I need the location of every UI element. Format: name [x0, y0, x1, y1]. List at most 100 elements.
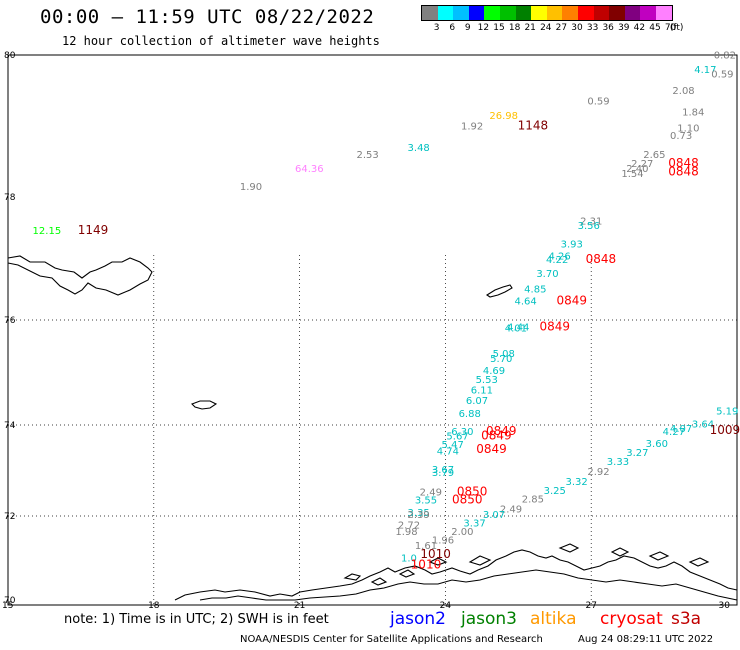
color-scale-swatch — [655, 6, 672, 20]
color-scale-label: 21 — [524, 23, 536, 33]
wave-height-label: 3.70 — [536, 269, 558, 280]
color-scale-swatch — [437, 6, 454, 20]
wave-height-label: 3.33 — [607, 457, 629, 468]
coastlines — [7, 255, 738, 601]
bjornoya-island — [191, 400, 218, 410]
color-scale-swatch — [640, 6, 656, 20]
color-scale-swatch — [422, 6, 438, 20]
color-scale-label: 3 — [433, 23, 440, 33]
longitude-label: 18 — [148, 601, 160, 611]
color-scale-label: 42 — [633, 23, 646, 33]
wave-height-label: 4.17 — [694, 65, 716, 76]
wave-height-label: 1.10 — [677, 124, 699, 135]
wave-height-label: 3.37 — [463, 519, 485, 530]
map-grid — [8, 255, 737, 605]
longitude-label: 24 — [440, 601, 452, 611]
wave-height-label: 1.54 — [621, 169, 643, 180]
map-frame — [7, 54, 738, 606]
color-scale-swatch — [562, 6, 578, 20]
longitude-label: 30 — [719, 601, 731, 611]
satellite-legend-item: jason2 — [390, 609, 446, 629]
wave-height-label: 0.82 — [714, 51, 736, 62]
color-scale-legend: 3 6 9 12 15 18 21 24 27 30 33 36 39 42 45 70 (ft) — [421, 5, 683, 33]
wave-height-label: 2.65 — [643, 150, 665, 161]
wave-height-label: 3.27 — [626, 448, 648, 459]
latitude-label: 78 — [4, 193, 16, 203]
color-scale-label: 6 — [449, 23, 456, 33]
wave-height-label: 0.59 — [711, 70, 733, 81]
wave-height-label: 3.56 — [578, 221, 600, 232]
wave-height-label: 1.61 — [415, 541, 437, 552]
wave-height-label: 2.72 — [398, 521, 420, 532]
wave-height-label: 3.55 — [415, 496, 437, 507]
color-scale-label: 12 — [477, 23, 490, 33]
wave-height-label: 5.19 — [716, 407, 738, 418]
wave-height-label: 1.98 — [395, 527, 417, 538]
wave-height-label: 5.08 — [493, 349, 515, 360]
wave-height-label: 4.26 — [548, 252, 570, 263]
wave-height-label: 1.84 — [682, 107, 704, 118]
color-scale-label: 24 — [540, 23, 552, 33]
wave-height-label: 1.96 — [432, 535, 454, 546]
page-subtitle: 12 hour collection of altimeter wave hei… — [62, 34, 380, 48]
wave-height-label: 3.60 — [646, 439, 668, 450]
color-scale-label: 27 — [555, 23, 568, 33]
wave-height-label: 6.07 — [466, 396, 488, 407]
wave-height-label: 2.31 — [580, 217, 602, 228]
footer-credit: NOAA/NESDIS Center for Satellite Applica… — [240, 634, 543, 645]
latitude-label: 74 — [4, 421, 16, 431]
pass-time-label: 1010 — [411, 558, 442, 572]
wave-height-label: 3.35 — [408, 508, 430, 519]
wave-height-label: 4.07 — [670, 424, 692, 435]
wave-height-label: 3.25 — [544, 486, 566, 497]
latitude-label: 80 — [4, 51, 16, 61]
wave-height-label: 2.85 — [522, 494, 544, 505]
footer-timestamp: Aug 24 08:29:11 UTC 2022 — [578, 634, 714, 645]
wave-height-label: 2.08 — [672, 86, 694, 97]
wave-height-label: 5.70 — [490, 354, 512, 365]
wave-height-label: 2.92 — [587, 467, 609, 478]
color-scale-swatch — [593, 6, 610, 20]
color-scale-swatch — [453, 6, 469, 20]
color-scale-swatch — [515, 6, 532, 20]
satellite-legend-item: jason3 — [461, 609, 517, 629]
wave-height-label: 2.27 — [631, 159, 653, 170]
satellite-legend-item: cryosat — [600, 609, 663, 629]
color-scale-swatch — [484, 6, 500, 20]
wave-height-label: 3.93 — [561, 239, 583, 250]
wave-height-label: 5.47 — [442, 440, 464, 451]
wave-height-label: 6.30 — [451, 427, 473, 438]
wave-height-label: 4.64 — [514, 297, 536, 308]
pass-time-label: 0848 — [668, 156, 699, 170]
color-scale-swatch — [499, 6, 516, 20]
wave-height-label: 0.59 — [587, 97, 609, 108]
footer-credit-line: NOAA/NESDIS Center for Satellite Applica… — [240, 634, 713, 645]
wave-height-label: 1.90 — [240, 182, 262, 193]
color-scale-label: 70 — [664, 23, 677, 33]
latitude-label: 72 — [4, 512, 15, 522]
wave-height-label: 2.53 — [357, 150, 379, 161]
pass-time-label: 0849 — [486, 424, 517, 438]
color-scale-label: 9 — [464, 23, 471, 33]
wave-height-label: 3.48 — [408, 143, 430, 154]
wave-height-label: 6.11 — [471, 386, 493, 397]
latitude-label: 76 — [4, 316, 16, 326]
wave-height-label: 5.67 — [446, 432, 468, 443]
pass-time-label: 0848 — [586, 252, 617, 266]
wave-height-label: 3.64 — [692, 419, 714, 430]
longitude-label: 27 — [585, 601, 596, 611]
wave-height-label: 2.49 — [500, 504, 522, 515]
wave-height-label: 4.74 — [437, 447, 459, 458]
wave-height-label: 2.40 — [626, 164, 648, 175]
color-scale-swatches — [421, 5, 673, 21]
pass-time-label: 1010 — [420, 547, 451, 561]
wave-height-label: 4.27 — [663, 427, 685, 438]
wave-height-label: 3.07 — [483, 510, 505, 521]
wave-height-label: 3.79 — [432, 468, 454, 479]
footer-note: note: 1) Time is in UTC; 2) SWH is in fe… — [64, 612, 329, 627]
norway-inner-coast — [199, 569, 738, 601]
wave-height-label: 2.39 — [408, 510, 430, 521]
